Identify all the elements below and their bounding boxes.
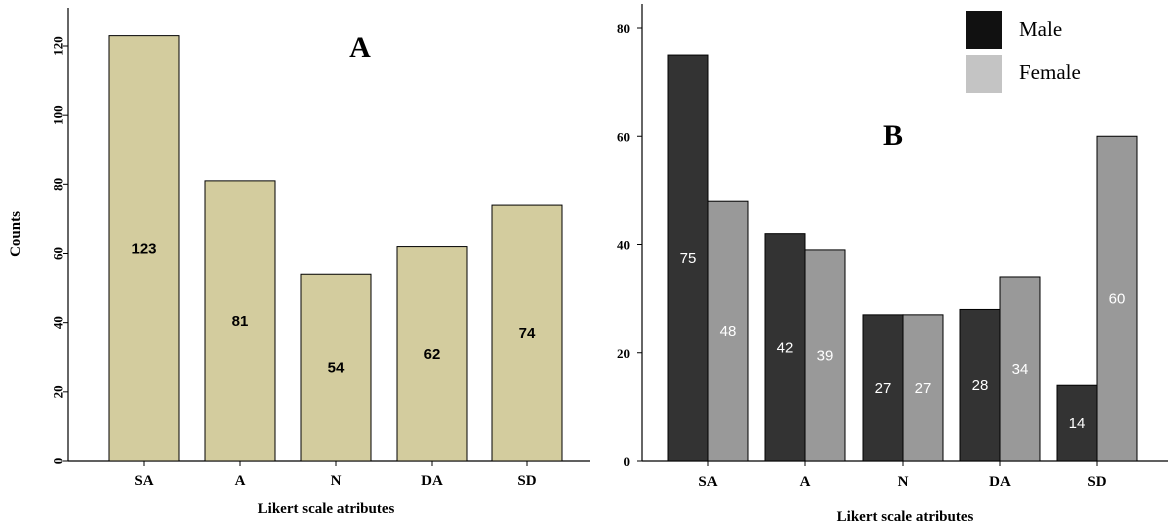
bar-data-label: 54 bbox=[328, 360, 345, 377]
bar-data-label: 42 bbox=[777, 339, 794, 356]
y-tick-label: 80 bbox=[51, 178, 66, 191]
legend-swatch-female bbox=[966, 55, 1002, 93]
bar-male bbox=[862, 314, 904, 462]
y-tick-label: 40 bbox=[617, 238, 630, 253]
x-tick-label: SD bbox=[517, 473, 536, 489]
bar-data-label: 48 bbox=[720, 323, 737, 340]
bar-data-label: 81 bbox=[232, 313, 249, 330]
legend-label-female: Female bbox=[1019, 60, 1081, 84]
bar-data-label: 60 bbox=[1109, 291, 1126, 308]
x-tick-label: SA bbox=[698, 474, 717, 490]
bar-data-label: 14 bbox=[1069, 415, 1086, 432]
bar-female bbox=[1096, 135, 1138, 462]
bar-data-label: 74 bbox=[519, 325, 536, 342]
bar-data-label: 39 bbox=[817, 347, 834, 364]
y-tick-label: 0 bbox=[624, 454, 631, 469]
y-tick-label: 100 bbox=[51, 105, 66, 125]
bar-data-label: 28 bbox=[972, 377, 989, 394]
chart-panel-a: 0 20 40 60 80 100 120 123 SA 81 A 54 N 62 DA 74 SD A Liker… bbox=[8, 8, 590, 517]
bar-female bbox=[902, 314, 944, 462]
bar bbox=[204, 180, 276, 462]
legend-label-male: Male bbox=[1019, 17, 1062, 41]
y-tick-label: 60 bbox=[51, 247, 66, 260]
legend: Male Female bbox=[966, 11, 1081, 93]
x-tick-label: DA bbox=[989, 474, 1011, 490]
x-axis-title: Likert scale atributes bbox=[837, 509, 974, 525]
bar-female bbox=[999, 276, 1041, 462]
legend-swatch-male bbox=[966, 11, 1002, 49]
bar-female bbox=[804, 249, 846, 462]
panel-label: A bbox=[349, 31, 371, 64]
y-axis-title: Counts bbox=[8, 211, 24, 257]
x-tick-label: N bbox=[331, 473, 342, 489]
y-tick-label: 20 bbox=[51, 385, 66, 398]
bar-female bbox=[707, 200, 749, 462]
bar bbox=[108, 35, 180, 462]
y-tick-label: 20 bbox=[617, 346, 630, 361]
y-tick-label: 60 bbox=[617, 129, 630, 144]
x-tick-label: SA bbox=[134, 473, 153, 489]
bar bbox=[491, 204, 563, 462]
y-tick-label: 120 bbox=[51, 36, 66, 56]
bar-data-label: 34 bbox=[1012, 361, 1029, 378]
bar-data-label: 27 bbox=[915, 380, 932, 397]
bar bbox=[396, 246, 468, 462]
bar-male bbox=[764, 233, 806, 462]
x-tick-label: SD bbox=[1087, 474, 1106, 490]
chart-panel-b: 0 20 40 60 80 75 48 SA 42 39 A 27 27 N 28 34 DA 14 60 SD B Li… bbox=[617, 4, 1168, 525]
bar-data-label: 123 bbox=[131, 240, 156, 257]
y-tick-label: 80 bbox=[617, 21, 630, 36]
x-tick-label: DA bbox=[421, 473, 443, 489]
x-tick-label: N bbox=[898, 474, 909, 490]
bar-male bbox=[667, 54, 709, 462]
bar-data-label: 75 bbox=[680, 250, 697, 267]
bar-male bbox=[1056, 384, 1098, 462]
panel-label: B bbox=[883, 119, 903, 152]
bar-data-label: 27 bbox=[875, 380, 892, 397]
bar-data-label: 62 bbox=[424, 346, 441, 363]
x-tick-label: A bbox=[235, 473, 246, 489]
x-tick-label: A bbox=[800, 474, 811, 490]
y-tick-label: 0 bbox=[51, 458, 66, 465]
bar-male bbox=[959, 308, 1001, 462]
y-tick-label: 40 bbox=[51, 316, 66, 329]
bar bbox=[300, 273, 372, 462]
x-axis-title: Likert scale atributes bbox=[258, 501, 395, 517]
